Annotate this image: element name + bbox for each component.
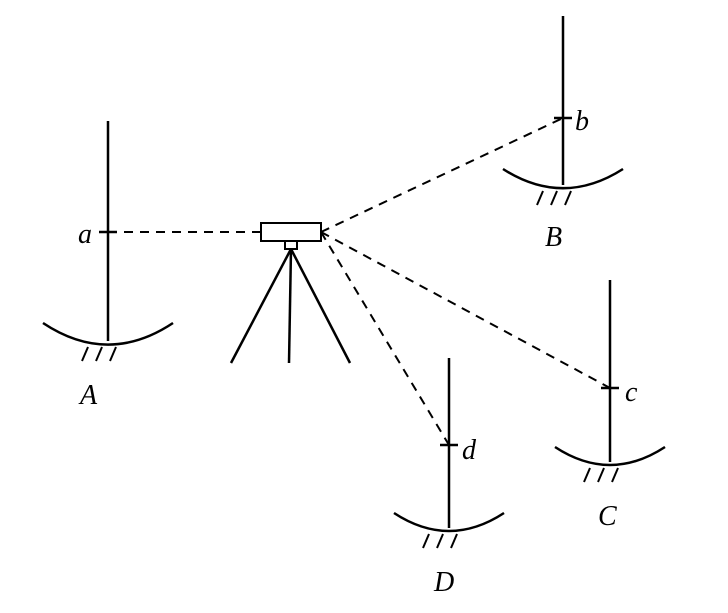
pole-A: aA [43,121,261,411]
pole-D: dD [321,232,504,598]
label-A: A [78,380,98,411]
ground-tick-D-0 [423,534,429,548]
ground-tick-A-0 [82,347,88,361]
sight-line-d [321,232,449,445]
sight-line-c [321,232,610,388]
ground-tick-C-1 [598,468,604,482]
survey-diagram: aAbBcCdD [0,0,728,613]
label-C: C [598,501,617,532]
tripod-leg-1 [289,249,291,363]
ground-tick-C-2 [612,468,618,482]
label-d: d [462,435,477,466]
ground-tick-D-2 [451,534,457,548]
ground-tick-B-2 [565,191,571,205]
ground-tick-B-1 [551,191,557,205]
tripod-leg-0 [231,249,291,363]
pole-B: bB [321,16,623,253]
label-b: b [575,106,589,137]
instrument-body [261,223,321,241]
label-a: a [78,219,92,250]
ground-tick-D-1 [437,534,443,548]
label-c: c [625,377,638,408]
ground-tick-A-1 [96,347,102,361]
sight-line-b [321,118,563,232]
ground-tick-B-0 [537,191,543,205]
label-D: D [433,567,454,598]
instrument-neck [285,241,297,249]
ground-tick-A-2 [110,347,116,361]
pole-C: cC [321,232,665,532]
instrument [231,223,350,363]
ground-tick-C-0 [584,468,590,482]
label-B: B [545,222,562,253]
